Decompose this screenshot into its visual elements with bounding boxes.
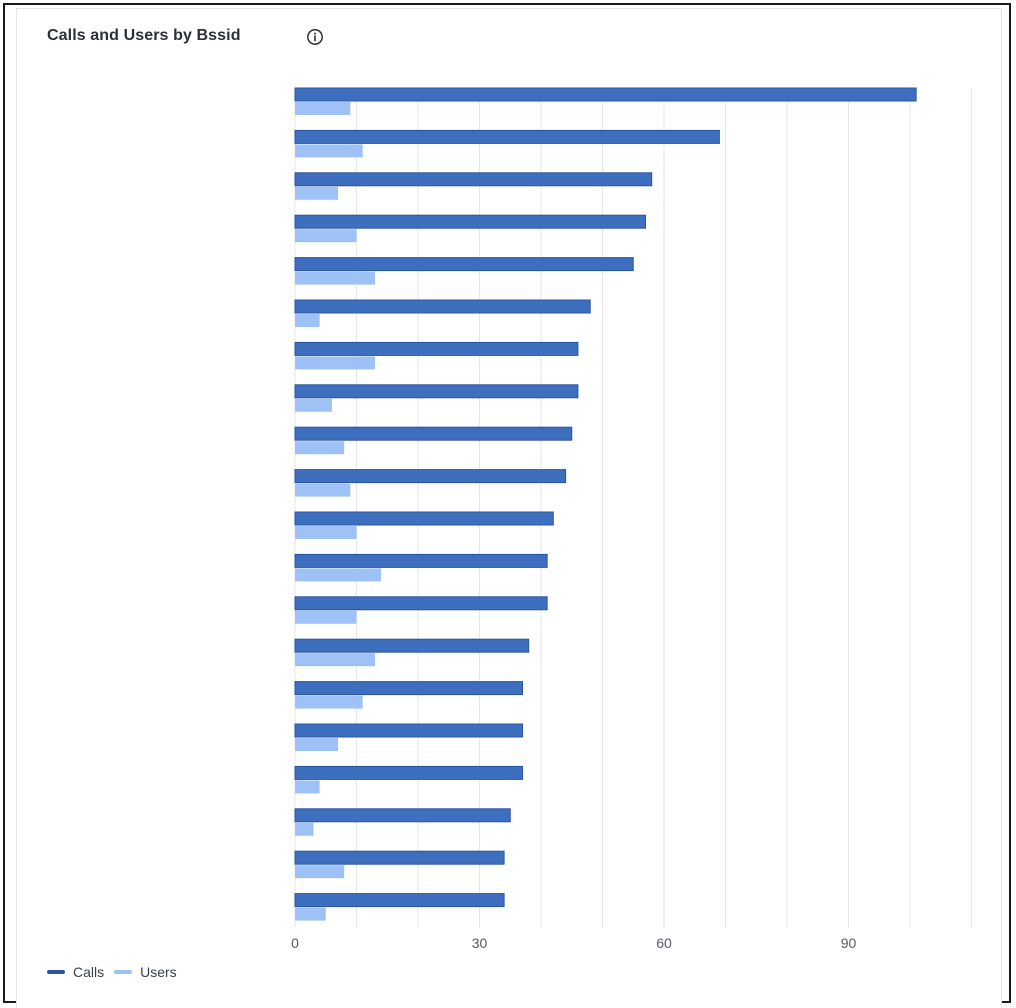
bar-calls: [294, 172, 653, 187]
bar-users: [295, 526, 357, 539]
bar-calls: [294, 129, 720, 144]
bar-calls: [294, 808, 511, 823]
bar-users: [295, 398, 332, 412]
x-tick-label: 60: [656, 935, 672, 951]
bar-users: [295, 822, 314, 836]
x-tick-label: 30: [472, 935, 488, 951]
bar-users: [295, 356, 375, 370]
bar-calls: [294, 893, 505, 908]
bar-calls: [294, 341, 579, 356]
legend-swatch-users: [114, 970, 133, 974]
bar-calls: [294, 596, 548, 611]
bar-calls: [294, 681, 524, 696]
bar-users: [295, 314, 320, 327]
legend-item-users[interactable]: Users: [114, 964, 177, 980]
bar-users: [295, 695, 363, 709]
bar-users: [295, 738, 339, 751]
chart-title: Calls and Users by Bssid: [47, 27, 241, 44]
bar-users: [295, 865, 345, 879]
info-icon[interactable]: [306, 28, 324, 46]
x-tick-label: 0: [291, 935, 299, 951]
bar-calls: [294, 638, 530, 653]
bar-users: [295, 186, 339, 200]
bar-calls: [294, 723, 524, 738]
bar-users: [295, 229, 357, 243]
legend-item-calls[interactable]: Calls: [47, 964, 104, 980]
bar-calls: [294, 87, 917, 102]
bar-calls: [294, 765, 524, 780]
legend-swatch-calls: [47, 970, 65, 974]
bar-users: [295, 780, 320, 794]
x-tick-label: 90: [841, 935, 857, 951]
legend-label-calls: Calls: [73, 964, 105, 980]
bar-calls: [294, 511, 554, 526]
bar-users: [295, 568, 382, 582]
bar-calls: [294, 257, 634, 272]
bar-calls: [294, 553, 548, 568]
bar-calls: [294, 214, 647, 229]
bar-users: [295, 653, 375, 667]
bar-users: [295, 271, 375, 285]
bar-calls: [294, 299, 591, 314]
legend-label-users: Users: [140, 964, 177, 980]
chart-legend: Calls Users: [47, 964, 187, 980]
bar-users: [295, 144, 363, 158]
bar-users: [295, 483, 351, 497]
bar-calls: [294, 426, 573, 441]
bar-users: [295, 907, 326, 921]
bar-calls: [294, 469, 567, 484]
bar-calls: [294, 850, 505, 865]
bar-users: [295, 441, 345, 455]
bar-chart: 0 30 60 90: [291, 87, 972, 951]
bar-users: [295, 610, 357, 624]
bar-users: [295, 102, 351, 115]
bar-calls: [294, 384, 579, 399]
